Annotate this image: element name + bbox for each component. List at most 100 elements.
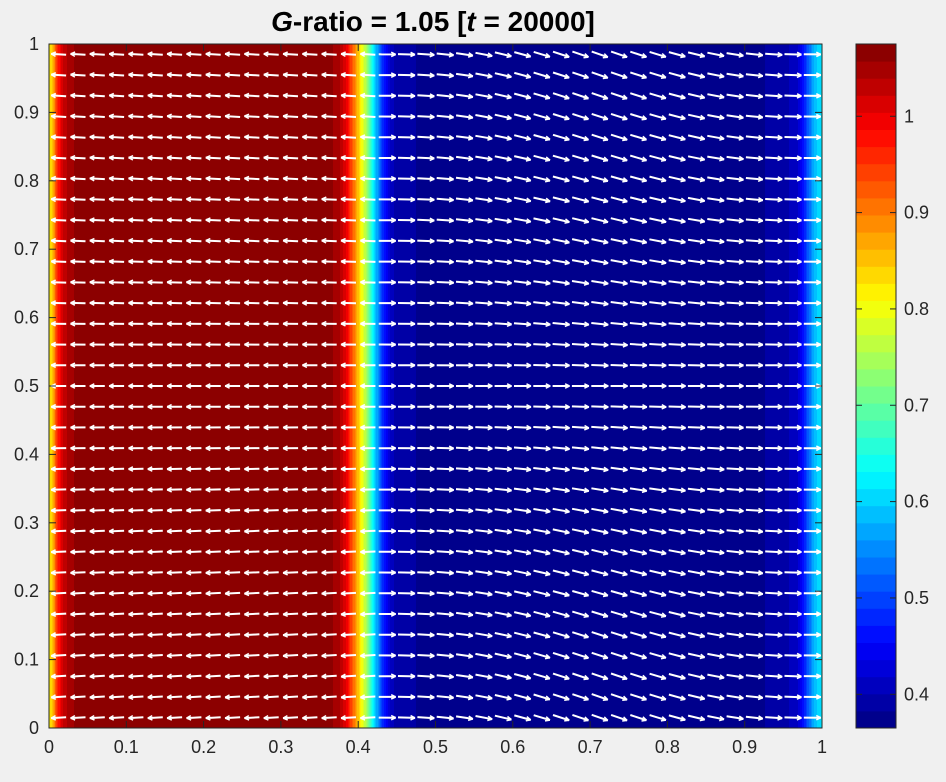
quiver-arrow (784, 383, 802, 389)
heatmap-column (705, 44, 707, 728)
quiver-arrow (378, 258, 397, 265)
quiver-arrow (475, 279, 493, 286)
quiver-arrow (765, 93, 783, 99)
quiver-arrow (224, 300, 241, 306)
quiver-arrow (649, 154, 667, 162)
quiver-arrow (455, 155, 474, 162)
quiver-arrow (784, 258, 802, 265)
quiver-arrow (147, 320, 163, 327)
quiver-arrow (205, 673, 221, 680)
quiver-arrow (186, 383, 202, 389)
quiver-arrow (340, 652, 357, 659)
quiver-arrow (668, 528, 686, 535)
quiver-arrow (726, 632, 744, 639)
quiver-arrow (572, 154, 590, 162)
quiver-arrow (784, 403, 802, 410)
quiver-arrow (205, 92, 221, 99)
quiver-arrow (205, 507, 221, 514)
heatmap-column (85, 44, 87, 728)
quiver-arrow (629, 569, 648, 577)
quiver-arrow (629, 196, 648, 204)
quiver-arrow (340, 258, 357, 265)
quiver-arrow (360, 279, 376, 286)
quiver-arrow (668, 445, 686, 452)
quiver-arrow (397, 72, 416, 79)
quiver-arrow (282, 113, 299, 120)
heatmap-column (241, 44, 243, 728)
heatmap-column (802, 44, 804, 728)
quiver-arrow (166, 403, 183, 410)
heatmap-column (184, 44, 186, 728)
quiver-arrow (475, 652, 493, 660)
quiver-arrow (360, 217, 376, 223)
quiver-arrow (360, 549, 376, 555)
quiver-arrow (128, 652, 144, 659)
quiver-arrow (360, 569, 376, 576)
quiver-arrow (455, 93, 474, 100)
quiver-arrow (765, 51, 783, 58)
quiver-arrow (302, 528, 318, 535)
quiver-arrow (224, 113, 241, 120)
quiver-arrow (494, 176, 512, 183)
quiver-arrow (108, 507, 125, 514)
quiver-arrow (360, 175, 376, 182)
quiver-arrow (745, 93, 764, 100)
quiver-arrow (494, 549, 512, 556)
quiver-arrow (745, 549, 764, 555)
quiver-arrow (340, 403, 357, 410)
quiver-arrow (610, 631, 628, 639)
quiver-arrow (224, 279, 241, 286)
quiver-arrow (687, 570, 706, 577)
quiver-arrow (263, 320, 279, 327)
quiver-arrow (784, 549, 802, 555)
quiver-arrow (50, 155, 67, 161)
quiver-arrow (147, 92, 163, 99)
quiver-arrow (475, 197, 493, 203)
quiver-arrow (128, 258, 144, 265)
quiver-arrow (224, 237, 241, 244)
quiver-arrow (629, 466, 648, 473)
quiver-arrow (513, 362, 532, 369)
quiver-arrow (186, 258, 202, 265)
quiver-arrow (378, 196, 397, 203)
heatmap-column (87, 44, 89, 728)
quiver-arrow (89, 175, 105, 182)
quiver-arrow (89, 320, 105, 327)
quiver-arrow (147, 590, 163, 597)
quiver-arrow (50, 72, 67, 78)
quiver-arrow (360, 196, 376, 203)
colorbar-tick-label: 0.5 (904, 588, 929, 608)
quiver-arrow (610, 693, 628, 702)
heatmap-column (513, 44, 515, 728)
quiver-arrow (224, 694, 241, 700)
quiver-arrow (147, 341, 163, 348)
quiver-arrow (455, 52, 474, 58)
colorbar-segment (856, 488, 896, 507)
quiver-arrow (205, 714, 221, 721)
quiver-arrow (244, 466, 260, 472)
quiver-arrow (745, 176, 764, 183)
quiver-arrow (108, 300, 125, 306)
y-tick-label: 0.9 (14, 102, 39, 122)
quiver-arrow (571, 569, 590, 577)
quiver-arrow (475, 403, 493, 410)
quiver-arrow (533, 154, 551, 162)
quiver-arrow (70, 673, 86, 680)
quiver-arrow (398, 383, 416, 389)
quiver-arrow (475, 259, 493, 265)
quiver-arrow (321, 528, 337, 535)
quiver-arrow (302, 51, 318, 58)
quiver-arrow (475, 487, 493, 493)
quiver-arrow (494, 611, 512, 618)
colorbar-segment (856, 232, 896, 250)
heatmap-column (687, 44, 689, 728)
quiver-arrow (765, 341, 783, 348)
quiver-arrow (726, 715, 744, 722)
quiver-arrow (128, 362, 144, 369)
quiver-arrow (436, 507, 454, 514)
quiver-arrow (726, 52, 744, 58)
quiver-arrow (378, 486, 397, 493)
colorbar-segment (856, 180, 896, 199)
quiver-arrow (302, 383, 318, 389)
quiver-arrow (455, 279, 474, 286)
